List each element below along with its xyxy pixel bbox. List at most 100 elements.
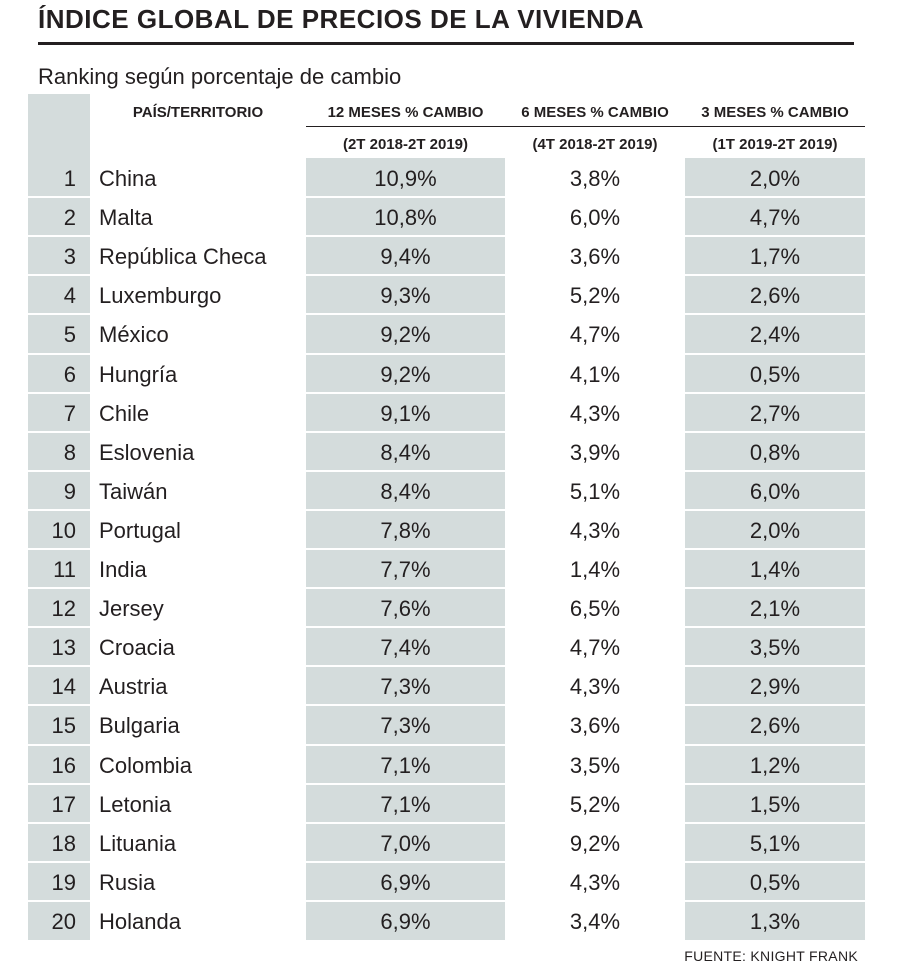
title-rule [38,42,854,45]
table-row: 9 Taiwán 8,4% 5,1% 6,0% [28,471,865,510]
country-cell: Luxemburgo [99,283,222,309]
table-row: 2 Malta 10,8% 6,0% 4,7% [28,197,865,236]
table-row: 17 Letonia 7,1% 5,2% 1,5% [28,784,865,823]
rank-cell: 10 [51,517,76,543]
value-12m-cell: 8,4% [380,439,431,465]
country-cell: Austria [99,674,168,700]
value-6m-cell: 4,3% [569,674,621,700]
country-cell: República Checa [99,244,267,270]
rank-cell: 1 [63,166,76,191]
row-separator [28,743,865,746]
rank-cell: 15 [51,713,76,739]
value-6m-cell: 3,6% [569,244,621,270]
value-12m-cell: 7,0% [380,830,431,856]
row-separator [28,782,865,785]
rank-cell: 20 [51,908,76,934]
country-cell: Lituania [99,830,177,856]
row-separator [28,391,865,394]
row-separator [28,704,865,707]
row-separator [28,508,865,511]
subheader-12m: (2T 2018-2T 2019) [342,136,469,153]
value-3m-cell: 1,2% [749,752,801,778]
country-cell: Jersey [99,596,164,622]
header-country: PAÍS/TERRITORIO [132,104,264,121]
header-6m: 6 MESES % CAMBIO [521,104,669,121]
rank-cell: 19 [51,869,76,895]
row-separator [28,196,865,199]
table-row: 16 Colombia 7,1% 3,5% 1,2% [28,745,865,784]
value-3m-cell: 2,6% [749,283,801,309]
rank-cell: 4 [63,283,76,309]
country-cell: China [99,166,157,191]
header-12m: 12 MESES % CAMBIO [327,104,484,121]
value-12m-cell: 7,3% [380,674,431,700]
country-cell: Malta [99,205,153,231]
rank-cell: 18 [51,830,76,856]
table-row: 7 Chile 9,1% 4,3% 2,7% [28,393,865,432]
value-6m-cell: 3,6% [569,713,621,739]
table-row: 6 Hungría 9,2% 4,1% 0,5% [28,354,865,393]
country-cell: Hungría [99,361,178,387]
value-6m-cell: 1,4% [569,557,621,582]
value-6m-cell: 3,4% [569,908,621,934]
country-cell: Croacia [99,635,175,661]
value-12m-cell: 6,9% [380,908,431,934]
row-separator [28,352,865,355]
value-12m-cell: 7,8% [380,517,431,543]
value-12m-cell: 9,3% [380,283,431,309]
row-separator [28,626,865,629]
value-6m-cell: 9,2% [569,830,621,856]
value-3m-cell: 2,0% [749,517,801,543]
value-6m-cell: 5,1% [569,478,621,504]
country-cell: Taiwán [99,478,168,504]
rank-cell: 8 [63,439,76,465]
value-12m-cell: 8,4% [380,478,431,504]
table-row: 8 Eslovenia 8,4% 3,9% 0,8% [28,432,865,471]
row-separator [28,548,865,550]
table-row: 5 México 9,2% 4,7% 2,4% [28,314,865,353]
value-12m-cell: 9,2% [380,322,431,348]
value-12m-cell: 10,9% [374,166,437,191]
value-3m-cell: 2,6% [749,713,801,739]
country-cell: Bulgaria [99,713,180,739]
value-12m-cell: 7,1% [380,791,431,817]
table-row: 19 Rusia 6,9% 4,3% 0,5% [28,862,865,901]
value-12m-cell: 10,8% [374,205,437,231]
country-cell: Chile [99,400,150,426]
rank-cell: 13 [51,635,76,661]
value-3m-cell: 6,0% [749,478,801,504]
country-cell: Rusia [99,869,156,895]
source-note: FUENTE: KNIGHT FRANK [684,948,858,964]
value-6m-cell: 4,3% [569,517,621,543]
value-6m-cell: 5,2% [569,283,621,309]
table-row: 12 Jersey 7,6% 6,5% 2,1% [28,588,865,627]
value-3m-cell: 2,0% [749,166,801,191]
value-3m-cell: 1,3% [749,908,801,934]
row-separator [28,821,865,824]
rank-cell: 7 [63,400,76,426]
value-3m-cell: 0,8% [749,439,801,465]
value-3m-cell: 1,7% [749,244,801,270]
value-6m-cell: 4,7% [569,322,621,348]
rank-column-shade [28,94,90,940]
value-12m-cell: 9,2% [380,361,431,387]
value-6m-cell: 4,3% [569,400,621,426]
row-separator [28,899,865,902]
table-row: 14 Austria 7,3% 4,3% 2,9% [28,666,865,705]
rank-cell: 11 [53,557,76,582]
table-row: 20 Holanda 6,9% 3,4% 1,3% [28,901,865,940]
value-3m-cell: 5,1% [749,830,801,856]
value-6m-cell: 5,2% [569,791,621,817]
value-12m-cell: 7,1% [380,752,431,778]
subheader-6m: (4T 2018-2T 2019) [532,136,658,153]
value-3m-cell: 2,9% [749,674,801,700]
country-cell: Portugal [99,517,181,543]
rank-cell: 6 [63,361,76,387]
subtitle: Ranking según porcentaje de cambio [38,64,402,89]
row-separator [28,313,865,316]
table-row: 13 Croacia 7,4% 4,7% 3,5% [28,627,865,666]
country-cell: Holanda [99,908,181,934]
rank-cell: 12 [51,596,76,622]
value-3m-cell: 2,7% [749,400,801,426]
value-12m-cell: 7,6% [380,596,431,622]
